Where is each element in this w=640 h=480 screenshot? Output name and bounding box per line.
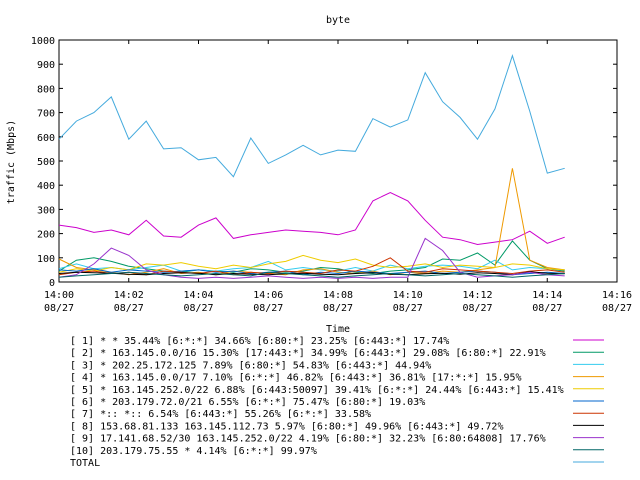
legend-entry-label: TOTAL: [70, 458, 100, 469]
y-axis-ticks: 0 100 200 300 400 500 600 700 800 900 1000: [31, 36, 617, 289]
series-line-9: [58, 237, 565, 279]
x-tick-label-date: 08/27: [253, 303, 283, 314]
x-tick-label-date: 08/27: [44, 303, 74, 314]
y-tick-label: 100: [37, 254, 55, 265]
x-tick-label-time: 14:12: [462, 290, 492, 301]
x-tick-label-time: 14:14: [532, 290, 562, 301]
y-tick-label: 200: [37, 230, 55, 241]
x-tick-label-date: 08/27: [323, 303, 353, 314]
legend-entry-label: [10] 203.179.75.55 * 4.14% [6:*:*] 99.97…: [70, 446, 317, 457]
x-axis-ticks: 14:00 08/27 14:02 08/27 14:04 08/27 14:06 08/27…: [44, 40, 632, 314]
x-tick-label-time: 14:02: [114, 290, 144, 301]
legend: [ 1] * * 35.44% [6:*:*] 34.66% [6:80:*] …: [70, 336, 604, 469]
x-tick-label-time: 14:06: [253, 290, 283, 301]
series-line-5: [58, 254, 565, 273]
x-tick-label-time: 14:16: [602, 290, 632, 301]
y-tick-label: 500: [37, 157, 55, 168]
y-tick-label: 1000: [31, 36, 55, 47]
x-tick-label-time: 14:00: [44, 290, 74, 301]
y-tick-label: 800: [37, 84, 55, 95]
legend-entry-label: [ 5] * 163.145.252.0/22 6.88% [6:443:500…: [70, 385, 564, 396]
y-tick-label: 400: [37, 181, 55, 192]
x-tick-label-time: 14:10: [393, 290, 423, 301]
x-tick-label-date: 08/27: [602, 303, 632, 314]
legend-entry-label: [ 6] * 203.179.72.0/21 6.55% [6:*:*] 75.…: [70, 397, 425, 408]
chart-title: byte: [326, 15, 350, 26]
x-tick-label-date: 08/27: [183, 303, 213, 314]
y-tick-label: 600: [37, 133, 55, 144]
legend-entry-label: [ 4] * 163.145.0.0/17 7.10% [6:*:*] 46.8…: [70, 373, 522, 384]
legend-entry-label: [ 7] *:: *:: 6.54% [6:443:*] 55.26% [6:*…: [70, 409, 371, 420]
legend-entry-label: [ 2] * 163.145.0.0/16 15.30% [17:443:*] …: [70, 348, 546, 359]
legend-entry-label: [ 9] 17.141.68.52/30 163.145.252.0/22 4.…: [70, 434, 546, 445]
legend-entry-label: [ 3] * 202.25.172.125 7.89% [6:80:*] 54.…: [70, 360, 431, 371]
plot-frame: [58, 39, 618, 283]
x-axis-label: Time: [326, 324, 350, 335]
x-tick-label-time: 14:04: [183, 290, 213, 301]
legend-entry-label: [ 1] * * 35.44% [6:*:*] 34.66% [6:80:*] …: [70, 336, 449, 347]
legend-entry-label: [ 8] 153.68.81.133 163.145.112.73 5.97% …: [70, 421, 503, 432]
series-line-1: [58, 191, 565, 246]
x-tick-label-date: 08/27: [462, 303, 492, 314]
series-line-4: [58, 168, 565, 276]
series-line-11: [58, 54, 565, 178]
series-line-8: [58, 271, 565, 276]
x-tick-label-date: 08/27: [114, 303, 144, 314]
y-tick-label: 700: [37, 109, 55, 120]
y-axis-label: traffic (Mbps): [6, 120, 17, 204]
y-tick-label: 300: [37, 205, 55, 216]
x-tick-label-date: 08/27: [393, 303, 423, 314]
series-line-10: [58, 271, 565, 278]
y-tick-label: 900: [37, 60, 55, 71]
x-tick-label-time: 14:08: [323, 290, 353, 301]
x-tick-label-date: 08/27: [532, 303, 562, 314]
series-lines: [58, 54, 565, 279]
y-tick-label: 0: [49, 278, 55, 289]
